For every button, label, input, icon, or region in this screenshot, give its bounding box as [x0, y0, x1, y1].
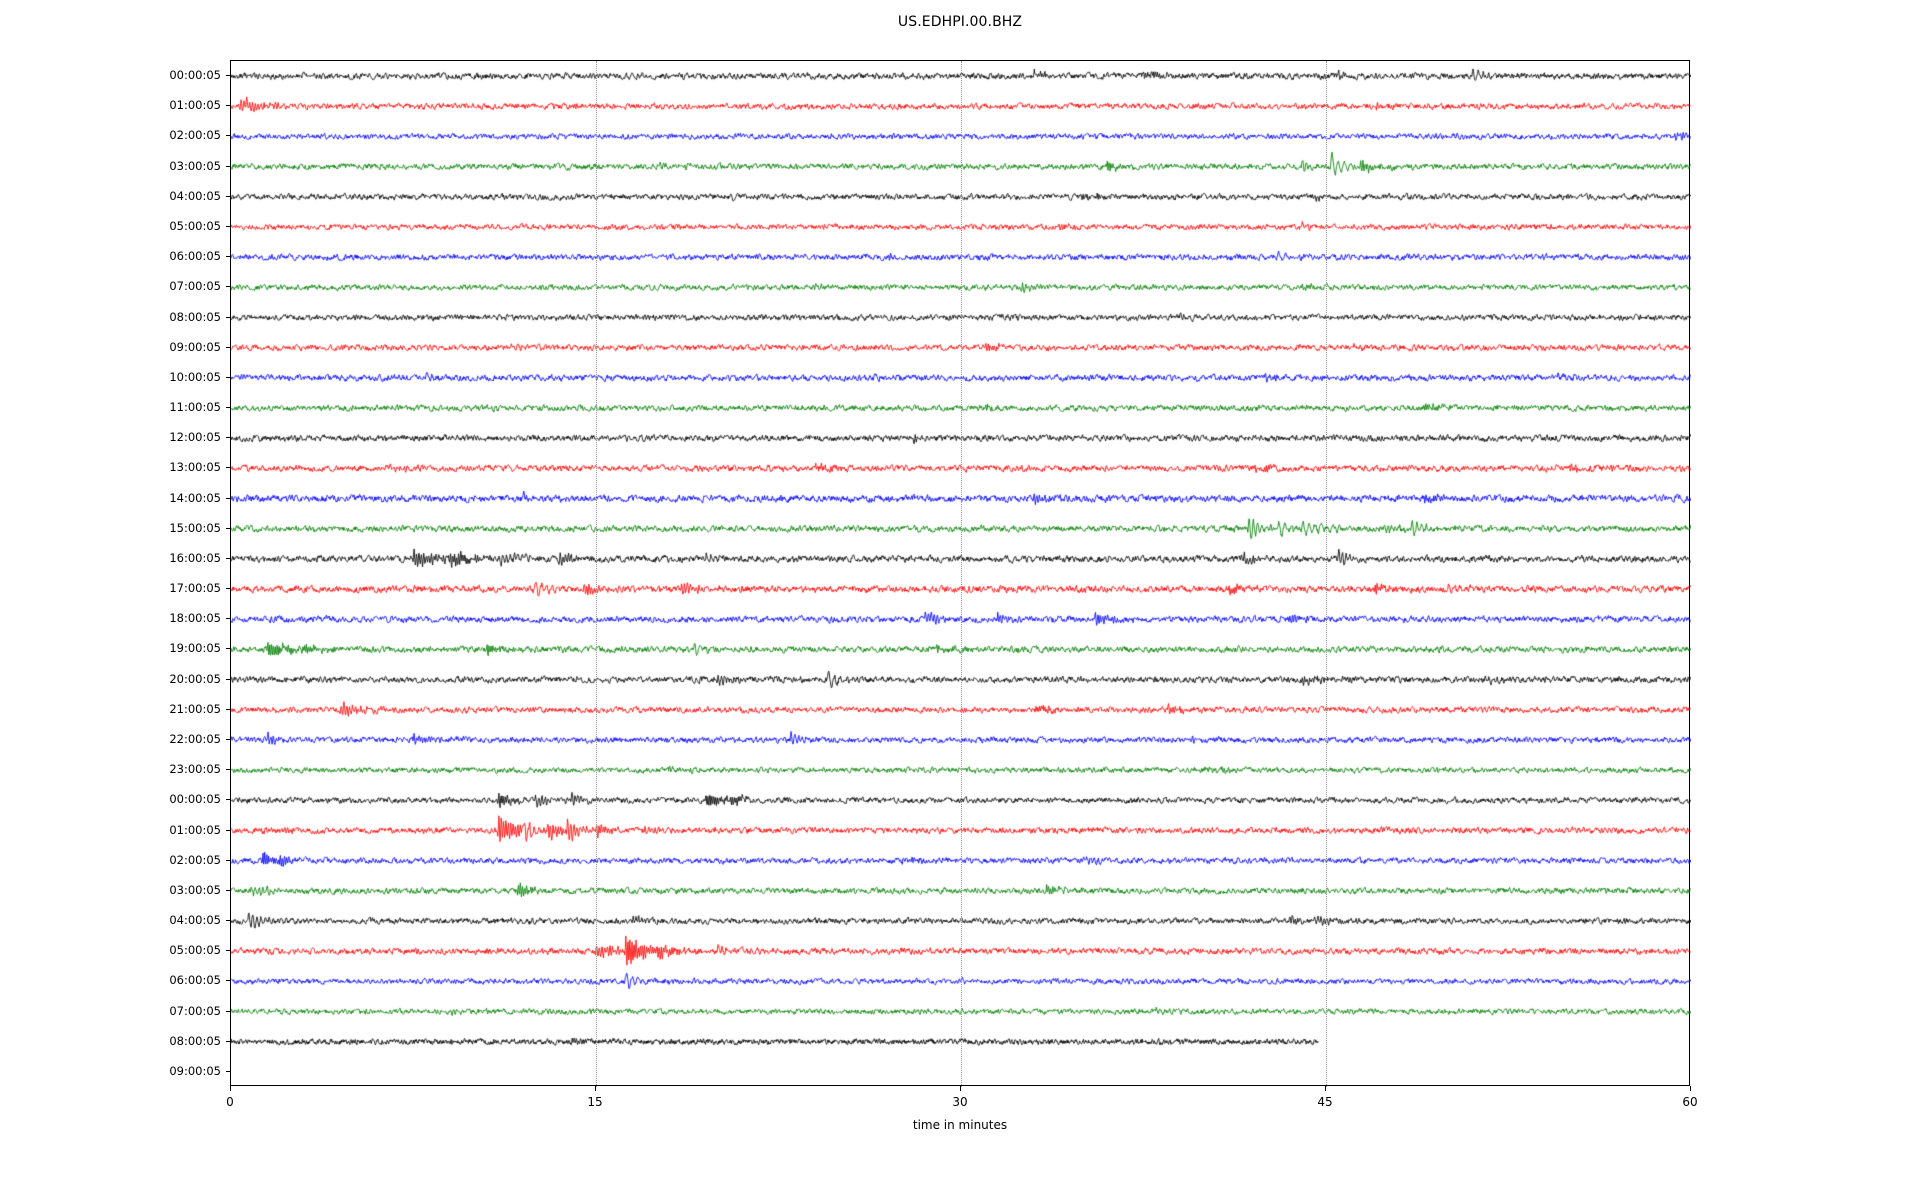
y-tick-label: 16:00:05: [169, 550, 221, 565]
x-tick-mark: [595, 1086, 596, 1091]
y-tick-label: 07:00:05: [169, 1003, 221, 1018]
y-tick-mark: [225, 316, 230, 318]
gridline-15: [596, 61, 597, 1087]
y-tick-label: 04:00:05: [169, 188, 221, 203]
y-tick-label: 08:00:05: [169, 1033, 221, 1048]
y-tick-label: 06:00:05: [169, 973, 221, 988]
y-tick-label: 03:00:05: [169, 158, 221, 173]
y-tick-label: 15:00:05: [169, 520, 221, 535]
y-tick-label: 02:00:05: [169, 128, 221, 143]
y-tick-mark: [225, 950, 230, 952]
y-tick-mark: [225, 738, 230, 740]
y-tick-label: 18:00:05: [169, 611, 221, 626]
y-tick-label: 17:00:05: [169, 581, 221, 596]
y-tick-label: 09:00:05: [169, 339, 221, 354]
y-tick-mark: [225, 1070, 230, 1072]
gridline-30: [961, 61, 962, 1087]
page-title: US.EDHPI.00.BHZ: [897, 14, 1023, 30]
y-tick-label: 06:00:05: [169, 249, 221, 264]
y-tick-label: 05:00:05: [169, 943, 221, 958]
y-tick-mark: [225, 497, 230, 499]
y-tick-mark: [225, 75, 230, 77]
y-tick-mark: [225, 557, 230, 559]
x-tick-label: 15: [587, 1095, 603, 1109]
y-tick-label: 12:00:05: [169, 430, 221, 445]
y-tick-mark: [225, 889, 230, 891]
y-tick-mark: [225, 980, 230, 982]
y-tick-label: 11:00:05: [169, 400, 221, 415]
x-tick-mark: [1690, 1086, 1691, 1091]
y-tick-mark: [225, 225, 230, 227]
y-tick-mark: [225, 346, 230, 348]
y-tick-mark: [225, 407, 230, 409]
x-tick-mark: [960, 1086, 961, 1091]
y-tick-mark: [225, 769, 230, 771]
x-tick-label: 30: [952, 1095, 968, 1109]
y-tick-mark: [225, 799, 230, 801]
y-tick-label: 21:00:05: [169, 701, 221, 716]
y-tick-label: 08:00:05: [169, 309, 221, 324]
x-tick-label: 60: [1682, 1095, 1698, 1109]
y-tick-label: 00:00:05: [169, 792, 221, 807]
y-tick-label: 00:00:05: [169, 68, 221, 83]
y-tick-mark: [225, 105, 230, 107]
y-tick-label: 23:00:05: [169, 762, 221, 777]
y-tick-mark: [225, 286, 230, 288]
y-tick-label: 10:00:05: [169, 369, 221, 384]
y-tick-mark: [225, 467, 230, 469]
y-tick-mark: [225, 829, 230, 831]
y-tick-label: 20:00:05: [169, 671, 221, 686]
y-tick-label: 05:00:05: [169, 218, 221, 233]
y-tick-mark: [225, 859, 230, 861]
x-tick-label: 0: [226, 1095, 234, 1109]
y-tick-mark: [225, 195, 230, 197]
y-tick-label: 01:00:05: [169, 98, 221, 113]
y-tick-mark: [225, 1010, 230, 1012]
x-axis-label: time in minutes: [912, 1118, 1008, 1132]
y-tick-mark: [225, 648, 230, 650]
y-tick-mark: [225, 618, 230, 620]
y-tick-mark: [225, 588, 230, 590]
y-tick-label: 04:00:05: [169, 913, 221, 928]
y-tick-label: 19:00:05: [169, 641, 221, 656]
y-tick-mark: [225, 678, 230, 680]
y-tick-mark: [225, 376, 230, 378]
x-tick-label: 45: [1317, 1095, 1333, 1109]
y-tick-mark: [225, 256, 230, 258]
y-tick-label: 03:00:05: [169, 882, 221, 897]
y-tick-label: 22:00:05: [169, 731, 221, 746]
y-tick-mark: [225, 135, 230, 137]
x-tick-mark: [1325, 1086, 1326, 1091]
gridline-45: [1326, 61, 1327, 1087]
y-tick-mark: [225, 708, 230, 710]
y-tick-label: 07:00:05: [169, 279, 221, 294]
y-tick-label: 01:00:05: [169, 822, 221, 837]
y-tick-label: 14:00:05: [169, 490, 221, 505]
y-tick-label: 09:00:05: [169, 1063, 221, 1078]
y-tick-label: 02:00:05: [169, 852, 221, 867]
y-tick-mark: [225, 437, 230, 439]
y-tick-mark: [225, 920, 230, 922]
x-tick-mark: [230, 1086, 231, 1091]
y-tick-mark: [225, 165, 230, 167]
y-tick-label: 13:00:05: [169, 460, 221, 475]
y-tick-mark: [225, 527, 230, 529]
plot-axes: [230, 60, 1691, 1087]
y-tick-mark: [225, 1040, 230, 1042]
